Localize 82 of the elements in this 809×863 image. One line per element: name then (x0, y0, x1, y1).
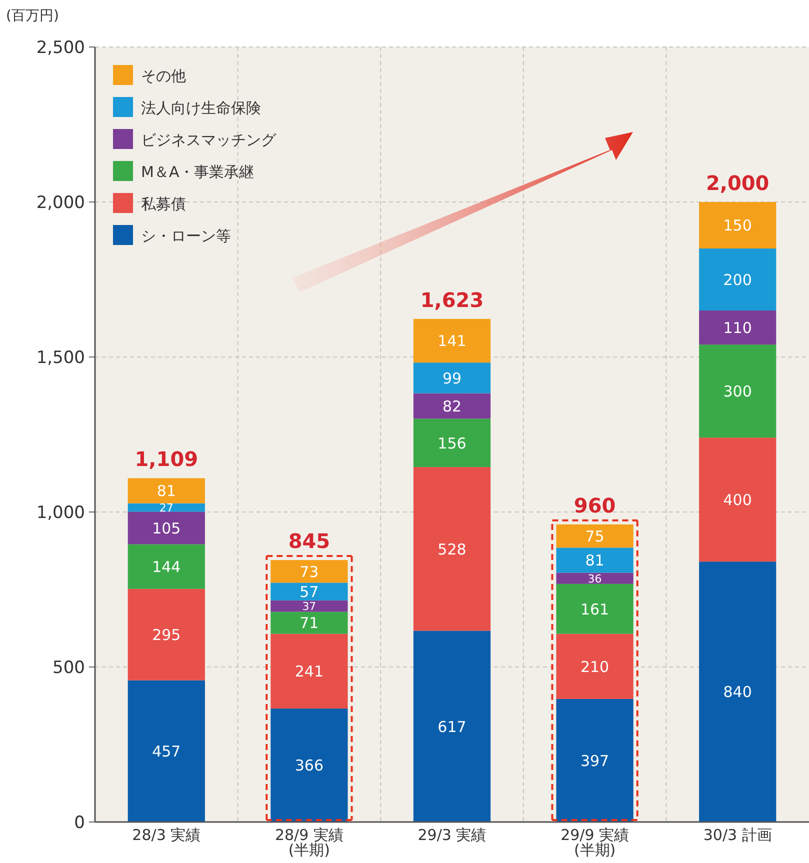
data-label: 295 (152, 626, 181, 644)
total-label: 2,000 (706, 171, 770, 195)
bar (413, 318, 491, 363)
data-label: 457 (152, 742, 181, 761)
x-tick-label: 28/9 実績 (半期) (274, 826, 344, 859)
x-tick-label: 29/3 実績 (418, 826, 486, 844)
data-label: 300 (723, 382, 752, 400)
bar (270, 582, 348, 600)
bar (699, 562, 776, 822)
bar (699, 438, 776, 562)
data-label: 144 (152, 558, 181, 576)
legend-label: ビジネスマッチング (141, 131, 277, 149)
bar (556, 584, 634, 634)
total-label: 1,623 (420, 288, 484, 312)
bar (128, 478, 205, 504)
y-tick-label: 1,500 (36, 348, 85, 368)
bar (699, 344, 776, 438)
y-tick-label: 1,000 (36, 503, 85, 523)
bar (413, 362, 491, 394)
data-label: 81 (156, 482, 176, 500)
bar (270, 612, 348, 634)
data-label: 210 (580, 658, 610, 676)
legend-label: 私募債 (141, 195, 186, 213)
bar (556, 548, 634, 573)
bar (699, 310, 776, 345)
bar (556, 524, 634, 548)
data-label: 27 (159, 501, 174, 514)
bar (413, 393, 491, 419)
data-label: 36 (588, 572, 602, 586)
y-tick-label: 2,500 (36, 38, 85, 58)
total-label: 845 (288, 529, 330, 554)
data-label: 75 (585, 527, 604, 546)
legend-label: 法人向け生命保険 (141, 99, 261, 117)
data-label: 161 (580, 600, 610, 618)
data-label: 82 (442, 397, 462, 416)
bar (128, 544, 205, 589)
data-label: 37 (302, 600, 316, 614)
data-label: 57 (300, 582, 319, 601)
y-axis-title: (百万円) (6, 8, 59, 24)
total-label: 1,109 (134, 447, 198, 472)
bar (699, 248, 776, 310)
bar (128, 512, 205, 544)
data-label: 400 (723, 491, 752, 509)
bar (128, 680, 205, 822)
data-label: 397 (580, 752, 610, 770)
data-label: 110 (723, 318, 752, 337)
data-label: 81 (585, 552, 604, 570)
data-label: 105 (152, 519, 181, 538)
x-tick-label: 30/3 計画 (703, 826, 772, 844)
data-label: 840 (723, 683, 752, 702)
bar (270, 634, 348, 709)
data-label: 617 (438, 718, 466, 736)
data-label: 73 (300, 562, 319, 581)
y-tick-label: 500 (52, 658, 85, 678)
x-tick-label: 29/9 実績 (半期) (560, 826, 630, 859)
bar (413, 630, 491, 822)
bar (270, 708, 348, 822)
bar (413, 467, 491, 631)
bar (699, 202, 776, 248)
data-label: 141 (438, 332, 466, 350)
bar (556, 572, 634, 584)
legend-label: その他 (141, 67, 186, 85)
data-label: 528 (438, 540, 466, 558)
data-label: 200 (723, 270, 752, 289)
bar (556, 634, 634, 699)
data-label: 241 (294, 662, 324, 681)
data-label: 99 (442, 369, 462, 388)
total-label: 960 (574, 493, 616, 518)
bar (413, 418, 491, 468)
data-label: 71 (300, 614, 319, 632)
bar (556, 698, 634, 822)
bar (128, 588, 205, 680)
data-label: 150 (723, 216, 752, 235)
legend-label: M＆A・事業承継 (141, 163, 254, 181)
y-tick-label: 2,000 (36, 193, 85, 213)
bar (270, 560, 348, 583)
legend-label: シ・ローン等 (141, 227, 231, 245)
data-label: 366 (294, 756, 324, 775)
y-tick-label: 0 (74, 813, 85, 833)
x-tick-label: 28/3 実績 (132, 826, 201, 844)
data-label: 156 (438, 434, 466, 452)
bar (270, 600, 348, 612)
